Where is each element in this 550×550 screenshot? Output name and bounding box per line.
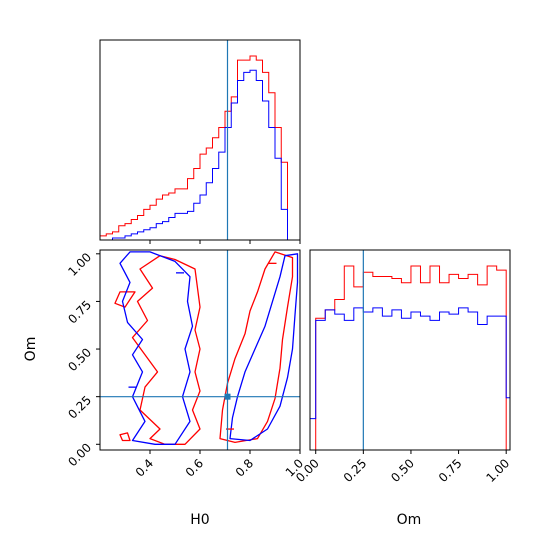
- om-hist-xtick-label-1: 0.25: [341, 456, 370, 485]
- panel-hist-om: 0.00 0.25 0.50 0.75 1.00: [293, 249, 513, 485]
- contour-series-1-path-0: [119, 251, 194, 445]
- om-hist-step-series-0: [310, 265, 510, 451]
- contour-truth-marker: [224, 393, 231, 400]
- xlabel-om: Om: [397, 512, 422, 528]
- contour-series-1-path-1: [229, 253, 299, 442]
- h0-hist-step-series-0: [99, 55, 300, 241]
- contour-ytick-label-0: 0.00: [65, 441, 94, 470]
- panel-contour-h0-om: 0.4 0.6 0.8 1.00.000.250.500.751.00: [65, 249, 306, 480]
- contour-ytick-label-2: 0.50: [65, 345, 94, 374]
- contour-series-0-path-2: [114, 291, 136, 308]
- contour-xtick-label-0: 0.4: [133, 456, 156, 479]
- contour-xtick-label-1: 0.6: [183, 456, 206, 479]
- ylabel-om: Om: [23, 337, 39, 362]
- contour-ytick-label-4: 1.00: [65, 250, 94, 279]
- xlabel-h0: H0: [190, 512, 209, 528]
- h0-hist-frame: [99, 39, 301, 241]
- contour-series-0-path-1: [219, 251, 294, 444]
- contour-xtick-label-2: 0.8: [233, 456, 256, 479]
- contour-area: [114, 251, 299, 445]
- om-hist-step-series-1: [309, 307, 511, 450]
- panel-hist-h0: [99, 39, 301, 244]
- contour-ytick-label-3: 0.75: [65, 298, 94, 327]
- contour-series-0-path-0: [131, 255, 201, 445]
- contour-ytick-label-1: 0.25: [65, 393, 94, 422]
- om-hist-frame: [309, 249, 511, 451]
- om-hist-xtick-label-2: 0.50: [388, 456, 417, 485]
- h0-hist-step-series-1: [100, 69, 300, 241]
- om-hist-xtick-label-4: 1.00: [484, 456, 513, 485]
- contour-series-0-path-3: [119, 432, 131, 442]
- om-hist-xtick-label-3: 0.75: [436, 456, 465, 485]
